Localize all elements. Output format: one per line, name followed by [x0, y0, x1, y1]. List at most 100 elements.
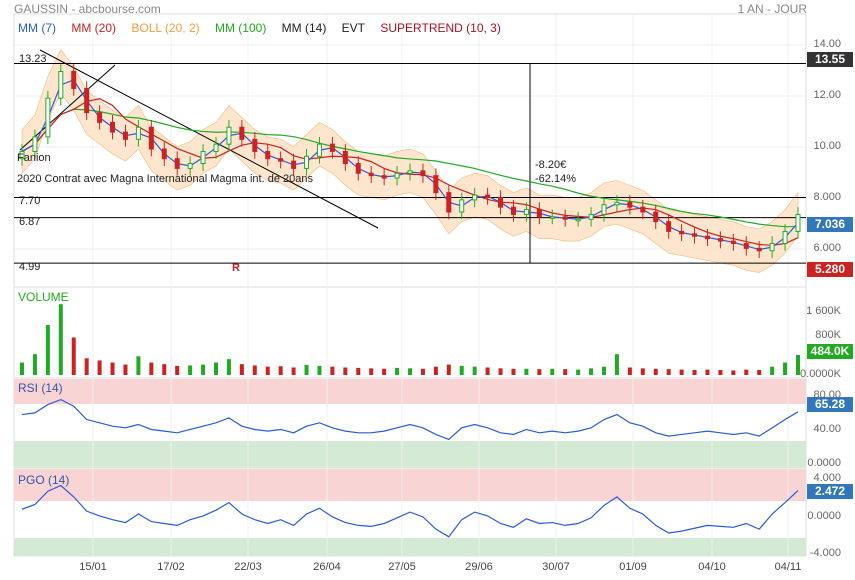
volume-bar [123, 364, 128, 375]
event-text: 2020 Contrat avec Magna International Ma… [17, 173, 313, 185]
panel-frame [13, 286, 807, 379]
candle-body [278, 158, 284, 162]
candle-body [704, 235, 710, 240]
candle-body [459, 199, 465, 213]
candle-body [71, 70, 77, 89]
candle-body [717, 238, 723, 242]
legend-supertrend[interactable]: SUPERTREND (10, 3) [380, 21, 501, 35]
candle-body [601, 204, 607, 215]
legend-mm100[interactable]: MM (100) [214, 21, 267, 35]
volume-bar [265, 366, 270, 375]
volume-bar [71, 337, 76, 375]
volume-bar [692, 370, 697, 375]
volume-bar [239, 364, 244, 375]
legend-boll[interactable]: BOLL (20, 2) [131, 21, 200, 35]
rsi-label: RSI (14) [18, 381, 63, 395]
volume-bar [162, 364, 167, 375]
trendline [39, 49, 379, 229]
candle-body [407, 170, 413, 174]
volume-bar [330, 366, 335, 375]
candle-body [161, 148, 167, 160]
candle-body [148, 126, 154, 150]
volume-bar [666, 369, 671, 375]
volume-bar [226, 359, 231, 375]
candle-body [329, 143, 335, 152]
level-label-low: 4.99 [19, 261, 41, 273]
chart-title: GAUSSIN - abcbourse.com [14, 2, 161, 16]
volume-tick: 800K [815, 329, 841, 341]
candle-body [368, 172, 374, 177]
candle-body [32, 136, 38, 152]
volume-bar [796, 355, 800, 375]
candle-body [756, 247, 762, 252]
candle-body [420, 170, 426, 177]
volume-bar [382, 368, 387, 375]
legend-evt[interactable]: EVT [341, 21, 366, 35]
volume-bar [188, 365, 193, 375]
rsi-overbought-band [14, 379, 806, 404]
volume-label: VOLUME [18, 290, 69, 304]
x-tick: 22/03 [234, 561, 262, 573]
pgo-line [21, 484, 799, 538]
candle-body [769, 243, 775, 252]
volume-bar [32, 354, 37, 375]
r-marker[interactable]: R [232, 262, 240, 274]
volume-bar [446, 364, 451, 375]
candle-body [355, 163, 361, 174]
volume-bar [420, 368, 425, 375]
price-tick: 12.00 [813, 89, 841, 101]
candle-body [743, 243, 749, 249]
candle-body [239, 126, 245, 140]
candle-body [485, 194, 491, 198]
x-tick: 04/10 [698, 561, 726, 573]
volume-bar [291, 367, 296, 375]
rsi-line [21, 398, 799, 441]
level-label-2: 7.70 [19, 195, 41, 207]
volume-bar [84, 358, 89, 375]
legend-mm20[interactable]: MM (20) [71, 21, 117, 35]
candle-body [782, 230, 788, 245]
candle-body [653, 211, 659, 223]
rsi-tick: 80.00 [813, 389, 841, 401]
legend-mm14[interactable]: MM (14) [281, 21, 327, 35]
candle-body [536, 209, 542, 218]
volume-bar [614, 354, 619, 375]
volume-bar [640, 368, 645, 375]
x-tick: 17/02 [157, 561, 185, 573]
volume-bar [472, 366, 477, 375]
volume-bar [602, 366, 606, 375]
candle-body [446, 192, 452, 213]
candle-body [523, 209, 529, 215]
trendline [19, 64, 116, 151]
candle-body [45, 97, 51, 138]
x-tick: 04/11 [774, 561, 802, 573]
candle-body [562, 216, 568, 220]
candle-body [304, 155, 310, 169]
badge-rsi: 65.28 [807, 397, 853, 412]
price-tick: 10.00 [813, 140, 841, 152]
volume-bar [278, 366, 283, 375]
x-tick: 29/06 [465, 561, 493, 573]
candle-body [588, 213, 594, 220]
pgo-label: PGO (14) [18, 473, 70, 487]
volume-bar [524, 368, 529, 375]
volume-bar [369, 368, 374, 375]
badge-last: 7.036 [807, 217, 853, 232]
x-tick: 01/09 [619, 561, 647, 573]
legend-mm7[interactable]: MM (7) [18, 21, 56, 35]
x-tick: 27/05 [388, 561, 416, 573]
volume-bar [201, 364, 206, 375]
volume-bar [175, 365, 180, 375]
rsi-tick: 40.00 [813, 423, 841, 435]
candle-body [291, 160, 297, 169]
rsi-oversold-band [14, 441, 806, 468]
volume-bar [252, 365, 257, 375]
pgo-tick: 0.0000 [807, 510, 841, 522]
volume-bar [511, 368, 516, 375]
volume-bar [705, 369, 710, 375]
volume-bar [20, 362, 24, 375]
candle-body [316, 143, 322, 157]
volume-bar [757, 370, 762, 375]
period-label: 1 AN - JOUR [737, 2, 807, 16]
